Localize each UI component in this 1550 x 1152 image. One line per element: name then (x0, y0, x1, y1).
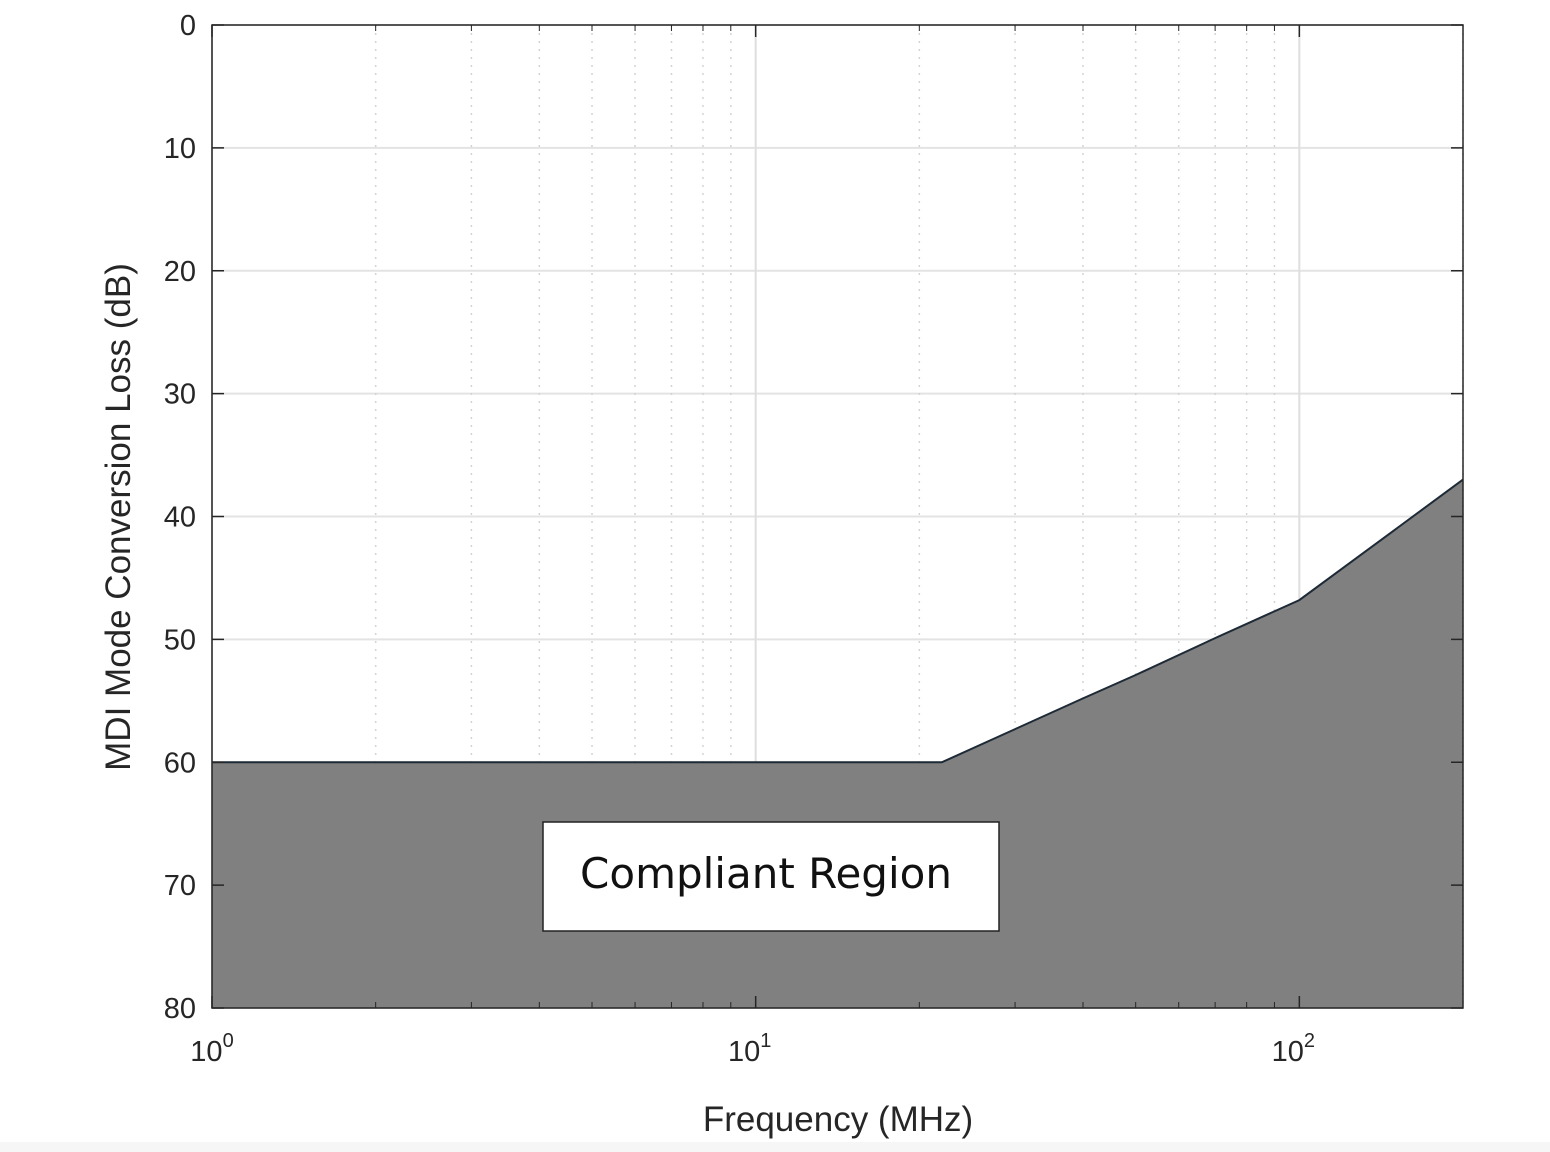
annotation-text: Compliant Region (580, 849, 952, 898)
y-tick-label: 60 (164, 747, 196, 779)
y-tick-label: 50 (164, 624, 196, 656)
y-axis-label: MDI Mode Conversion Loss (dB) (99, 263, 138, 771)
y-tick-label: 10 (164, 133, 196, 165)
x-tick-exponent: 2 (1304, 1030, 1315, 1052)
y-tick-label: 0 (180, 10, 196, 42)
compliant-region-area (212, 479, 1463, 1009)
x-tick-exponent: 1 (760, 1030, 771, 1052)
bottom-band (0, 1142, 1550, 1152)
x-tick-label: 102 (1272, 1030, 1315, 1068)
x-tick-base: 10 (1272, 1036, 1304, 1068)
x-tick-label: 101 (728, 1030, 771, 1068)
x-tick-base: 10 (190, 1036, 222, 1068)
y-tick-label: 40 (164, 502, 196, 534)
y-tick-label: 70 (164, 870, 196, 902)
x-axis-label: Frequency (MHz) (703, 1100, 973, 1139)
limit-line (212, 478, 1464, 764)
y-tick-label: 20 (164, 256, 196, 288)
x-tick-label: 100 (190, 1030, 233, 1068)
y-tick-label: 80 (164, 993, 196, 1025)
annotation-rect (542, 821, 1000, 932)
x-tick-exponent: 0 (223, 1030, 234, 1052)
y-tick-label: 30 (164, 379, 196, 411)
annotation-box: Compliant Region (542, 821, 1000, 932)
x-tick-base: 10 (728, 1036, 760, 1068)
